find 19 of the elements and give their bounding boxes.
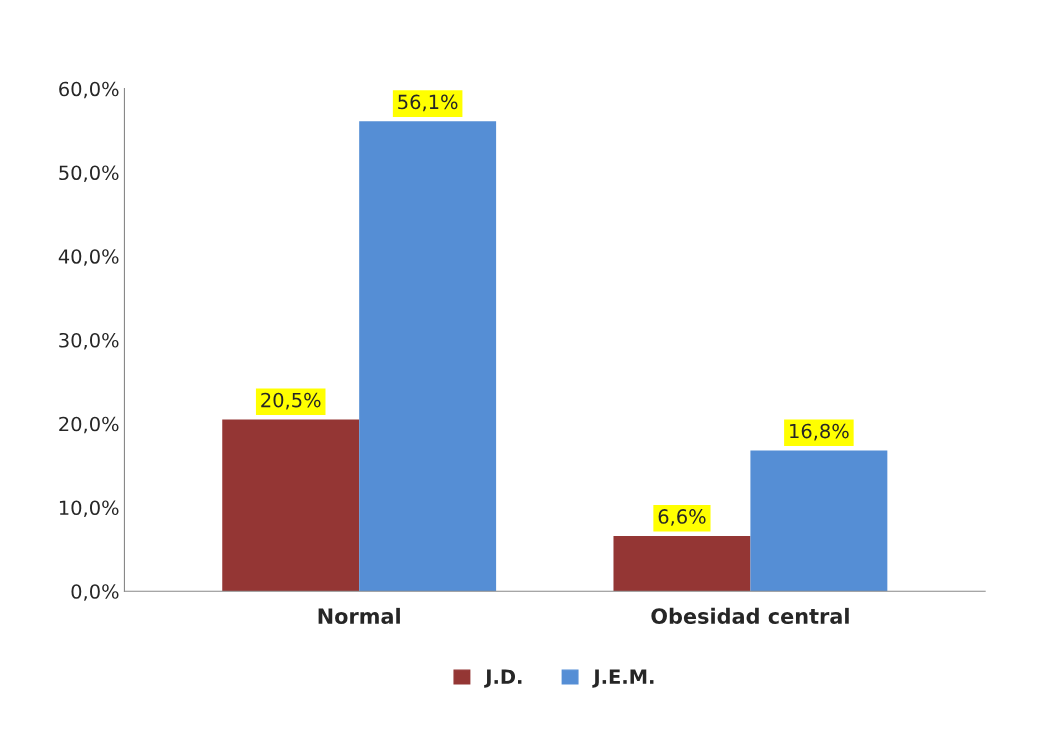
legend-label: J.D. (484, 669, 522, 688)
data-label: 20,5% (261, 392, 321, 410)
bar (222, 419, 360, 592)
data-label: 16,8% (790, 423, 849, 441)
data-label: 56,1% (398, 94, 458, 112)
y-tick-label: 40,0% (58, 249, 119, 266)
bar (750, 450, 888, 592)
y-tick-label: 20,0% (59, 416, 119, 434)
legend-label: J.E.M. (592, 669, 654, 688)
y-tick-label: 0,0% (71, 584, 119, 601)
x-tick-label: Normal (318, 607, 400, 624)
y-tick-label: 30,0% (59, 332, 119, 350)
x-tick-label: Obesidad central (651, 607, 849, 624)
bar (613, 535, 751, 592)
y-tick-label: 10,0% (59, 500, 119, 518)
bar (359, 121, 497, 592)
data-label: 6,6% (658, 509, 706, 526)
y-tick-label: 50,0% (59, 165, 119, 183)
y-tick-label: 60,0% (59, 81, 119, 99)
